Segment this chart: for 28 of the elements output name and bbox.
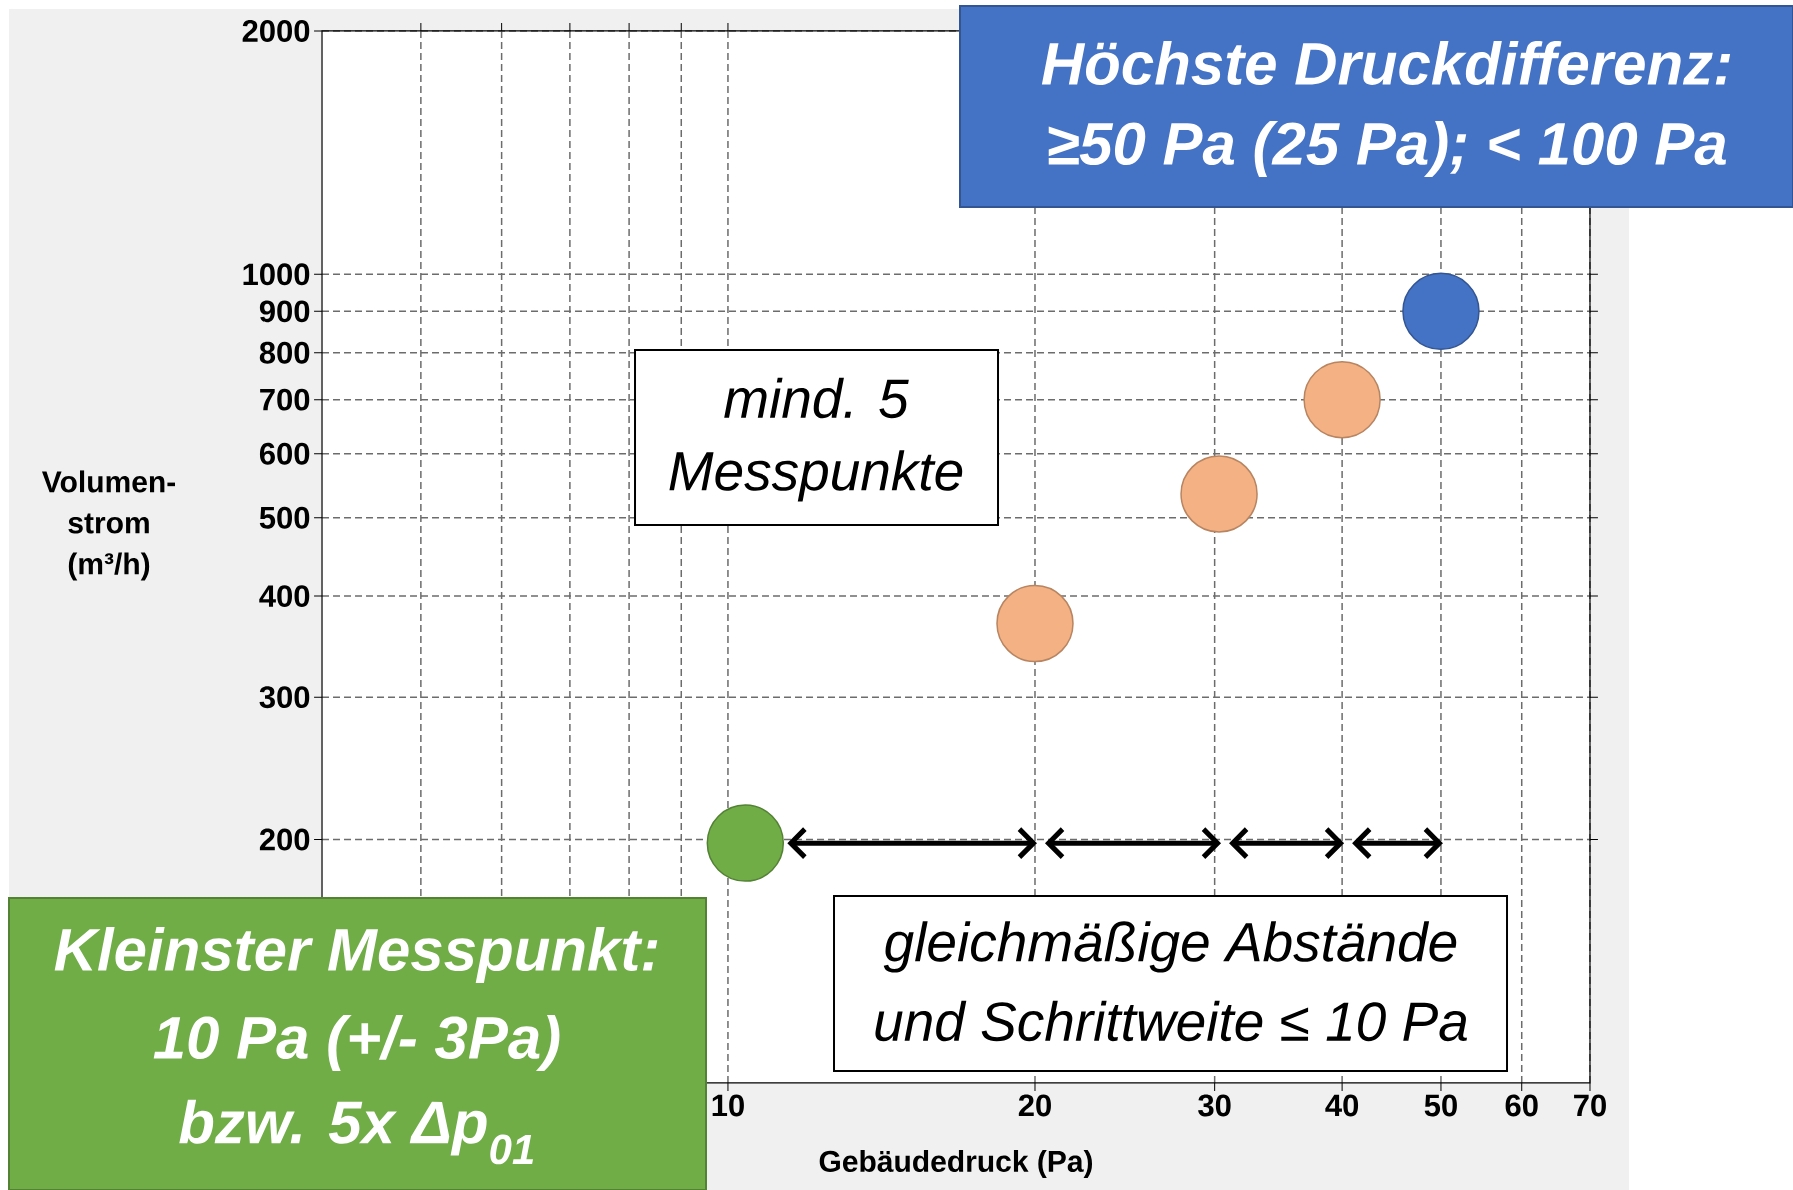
y-axis-title: Volumen-strom (m³/h) [41, 470, 176, 581]
y-tick-label: 400 [259, 585, 310, 608]
annotation: ≥50 Pa (25 Pa); < 100 Pa [1048, 121, 1726, 177]
x-tick-label: 30 [1198, 1094, 1231, 1117]
annotation: Kleinster Messpunkt: [54, 927, 658, 983]
annotation: Höchste Druckdifferenz: [1041, 40, 1731, 86]
x-tick-label: 70 [1574, 1094, 1606, 1117]
y-tick-label: 200 [259, 828, 310, 851]
x-tick-label: 40 [1325, 1094, 1359, 1117]
y-tick-label: 800 [259, 341, 310, 364]
y-tick-label: 1000 [243, 263, 310, 286]
annotation: gleichmäßige Abstände [883, 921, 1457, 973]
y-tick-label: 2000 [242, 19, 310, 42]
x-tick-label: 10 [712, 1094, 744, 1117]
annotation: Messpunkte [669, 450, 963, 502]
text: bzw. 5x Δp$_{01}$ [179, 1099, 534, 1165]
annotation: und Schrittweite ≤ 10 Pa [875, 1000, 1467, 1042]
x-tick-label: 50 [1424, 1094, 1457, 1117]
y-tick-label: 900 [259, 300, 310, 323]
y-tick-label: 500 [259, 506, 310, 529]
y-tick-label: 300 [259, 686, 310, 709]
y-tick-label: 700 [260, 388, 310, 411]
x-axis-title: Gebäudedruck (Pa) [819, 1149, 1093, 1178]
x-tick-label: 60 [1505, 1094, 1538, 1117]
annotation: mind. 5 [724, 377, 909, 419]
annotation: 10 Pa (+/- 3Pa) [153, 1015, 560, 1071]
x-tick-label: 20 [1018, 1094, 1051, 1117]
y-tick-label: 600 [259, 442, 310, 465]
